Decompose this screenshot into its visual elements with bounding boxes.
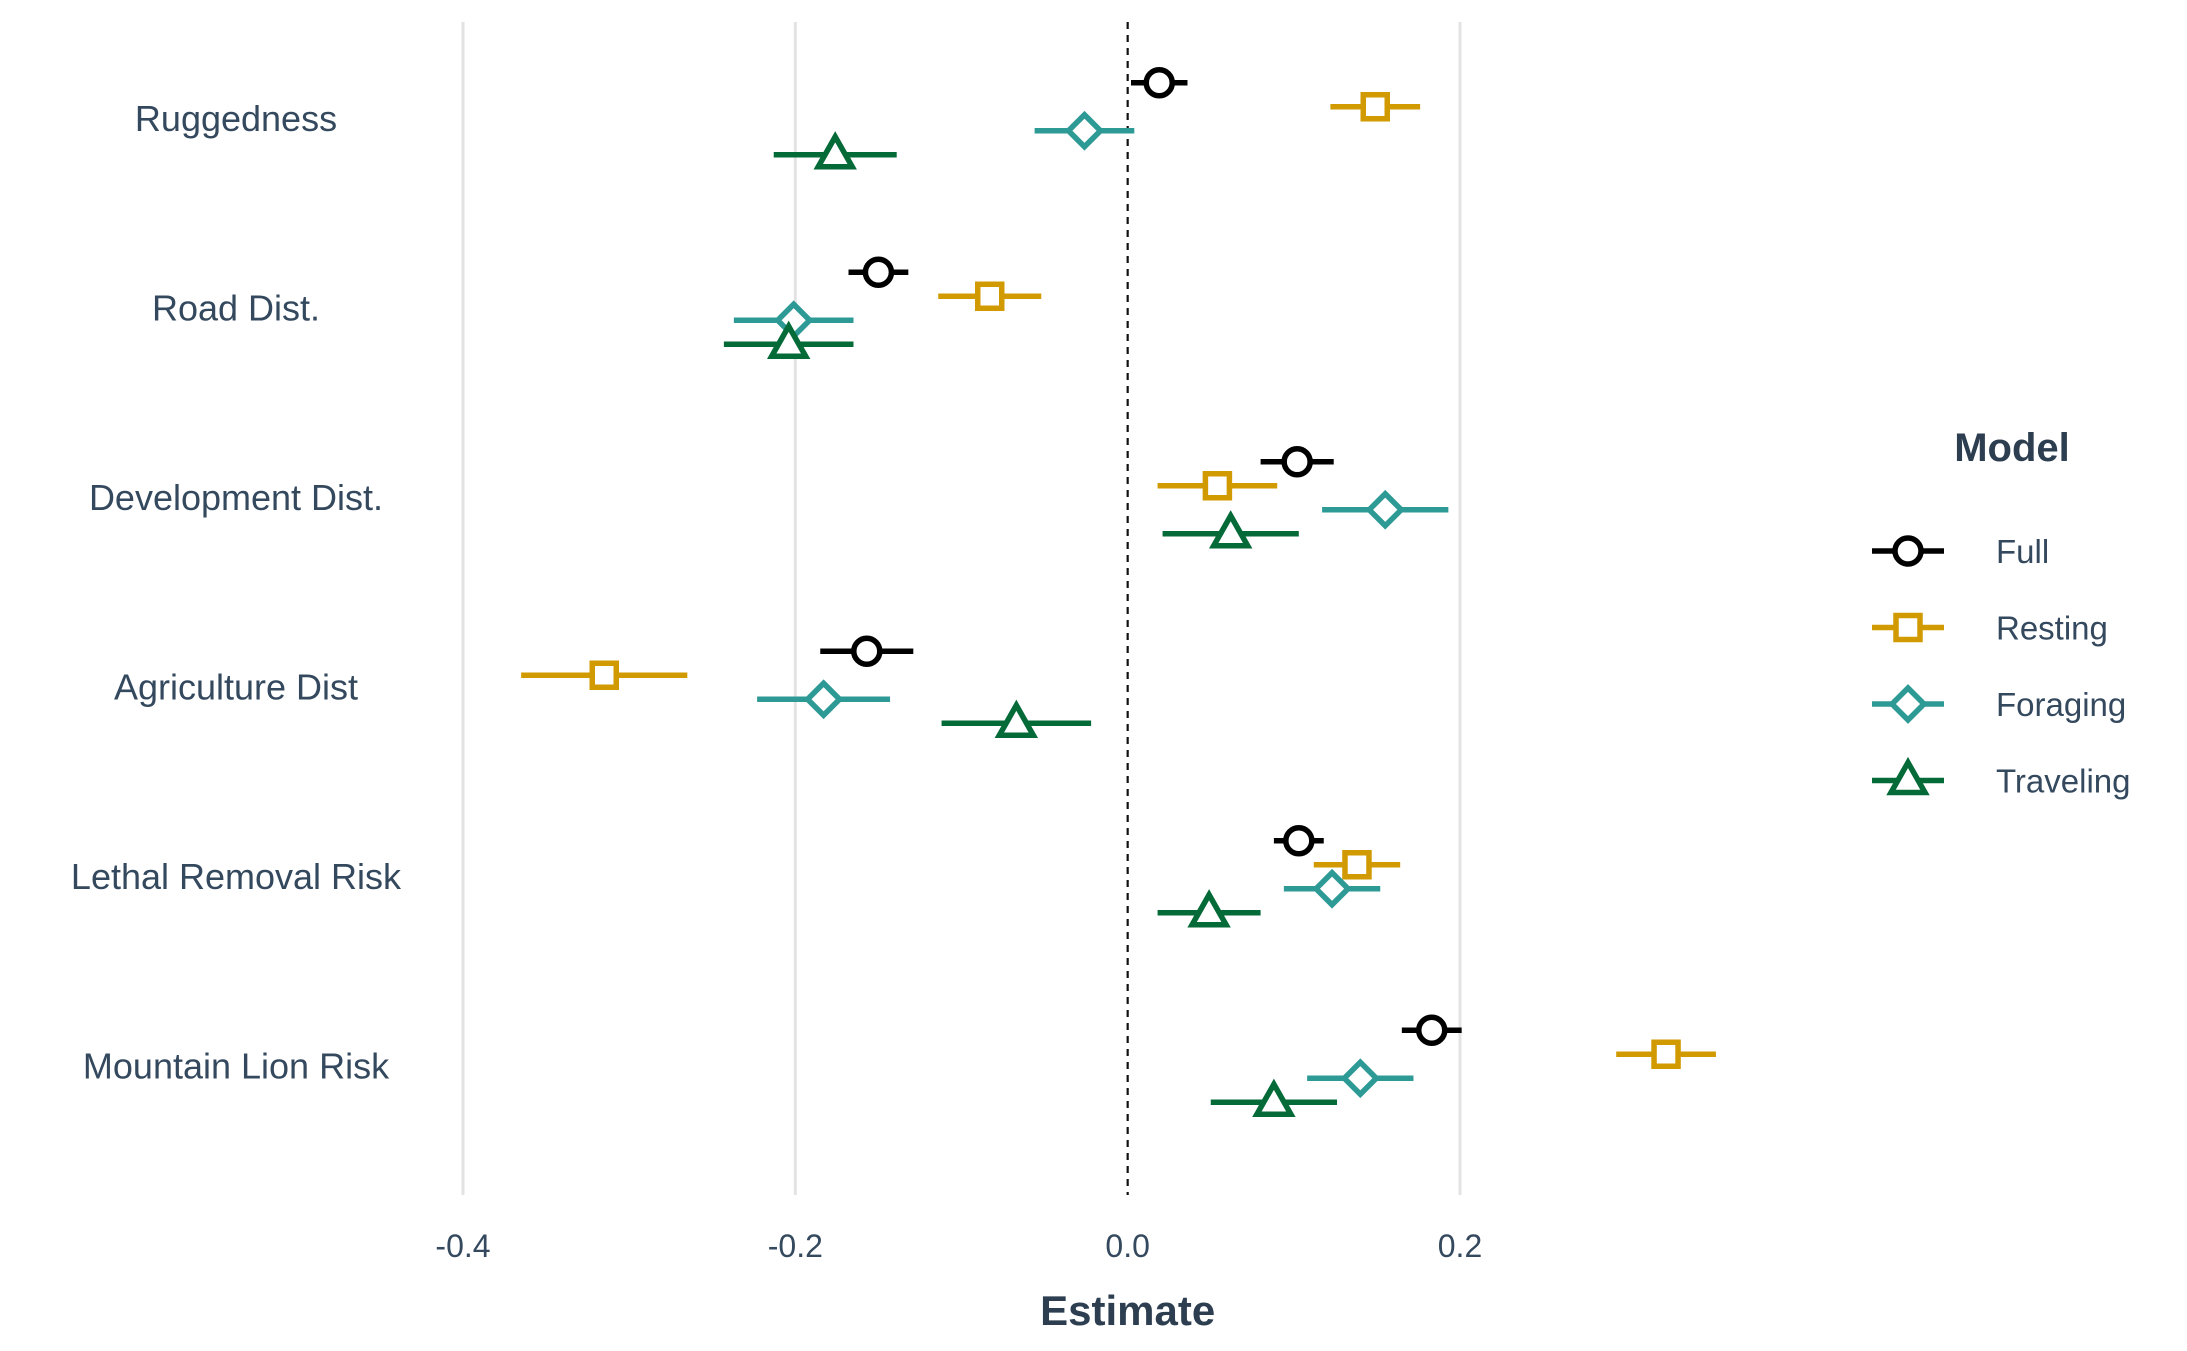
series-resting bbox=[521, 92, 1716, 1069]
y-tick-label: Mountain Lion Risk bbox=[83, 1045, 390, 1086]
point-marker bbox=[1202, 471, 1233, 501]
series-traveling bbox=[723, 131, 1338, 1117]
point-marker bbox=[974, 281, 1005, 311]
point-marker bbox=[1651, 1039, 1681, 1069]
point-marker bbox=[803, 679, 844, 720]
legend: Model Full Resting Foraging Traveling bbox=[1872, 426, 2131, 800]
point-marker bbox=[1365, 489, 1406, 530]
legend-key-marker bbox=[1893, 612, 1923, 643]
legend-label: Foraging bbox=[1996, 686, 2126, 723]
y-tick-label: Agriculture Dist bbox=[114, 666, 358, 707]
point-marker bbox=[1064, 110, 1105, 151]
point-marker bbox=[1143, 67, 1175, 99]
y-tick-label: Road Dist. bbox=[152, 287, 320, 328]
point-marker bbox=[1283, 825, 1315, 857]
x-tick-label: 0.2 bbox=[1438, 1228, 1482, 1264]
legend-key-marker bbox=[1886, 756, 1930, 796]
point-marker bbox=[1187, 889, 1231, 928]
legend-label: Full bbox=[1996, 533, 2049, 570]
y-tick-label: Lethal Removal Risk bbox=[71, 856, 402, 897]
x-tick-label: -0.4 bbox=[435, 1228, 490, 1264]
y-tick-label: Ruggedness bbox=[135, 98, 337, 139]
legend-label: Traveling bbox=[1996, 763, 2131, 800]
point-marker bbox=[1208, 510, 1253, 549]
point-marker bbox=[1312, 868, 1352, 909]
x-tick-label: 0.0 bbox=[1105, 1228, 1149, 1264]
legend-key-marker bbox=[1892, 535, 1924, 567]
point-marker bbox=[1340, 1058, 1381, 1099]
legend-key-marker bbox=[1888, 684, 1928, 724]
point-marker bbox=[813, 131, 857, 170]
point-marker bbox=[851, 635, 883, 667]
series-foraging bbox=[733, 110, 1449, 1099]
legend-title: Model bbox=[1954, 426, 2070, 470]
x-tick-label: -0.2 bbox=[768, 1228, 823, 1264]
x-axis-ticks: -0.4 -0.2 0.0 0.2 bbox=[435, 1228, 1482, 1264]
point-marker bbox=[994, 699, 1039, 738]
y-axis-labels: Ruggedness Road Dist. Development Dist. Agr… bbox=[71, 98, 402, 1087]
point-marker bbox=[1342, 850, 1372, 880]
series-full bbox=[820, 67, 1462, 1046]
y-tick-label: Development Dist. bbox=[89, 477, 383, 518]
point-marker bbox=[1281, 446, 1313, 478]
point-marker bbox=[1416, 1014, 1448, 1046]
point-marker bbox=[1252, 1078, 1296, 1117]
gridlines bbox=[461, 22, 1462, 1195]
x-axis-title: Estimate bbox=[1040, 1287, 1215, 1334]
point-marker bbox=[1360, 92, 1391, 122]
point-marker bbox=[589, 660, 619, 690]
plot-marks bbox=[521, 67, 1716, 1117]
point-marker bbox=[766, 320, 811, 359]
legend-label: Resting bbox=[1996, 610, 2108, 647]
point-marker bbox=[862, 256, 895, 288]
